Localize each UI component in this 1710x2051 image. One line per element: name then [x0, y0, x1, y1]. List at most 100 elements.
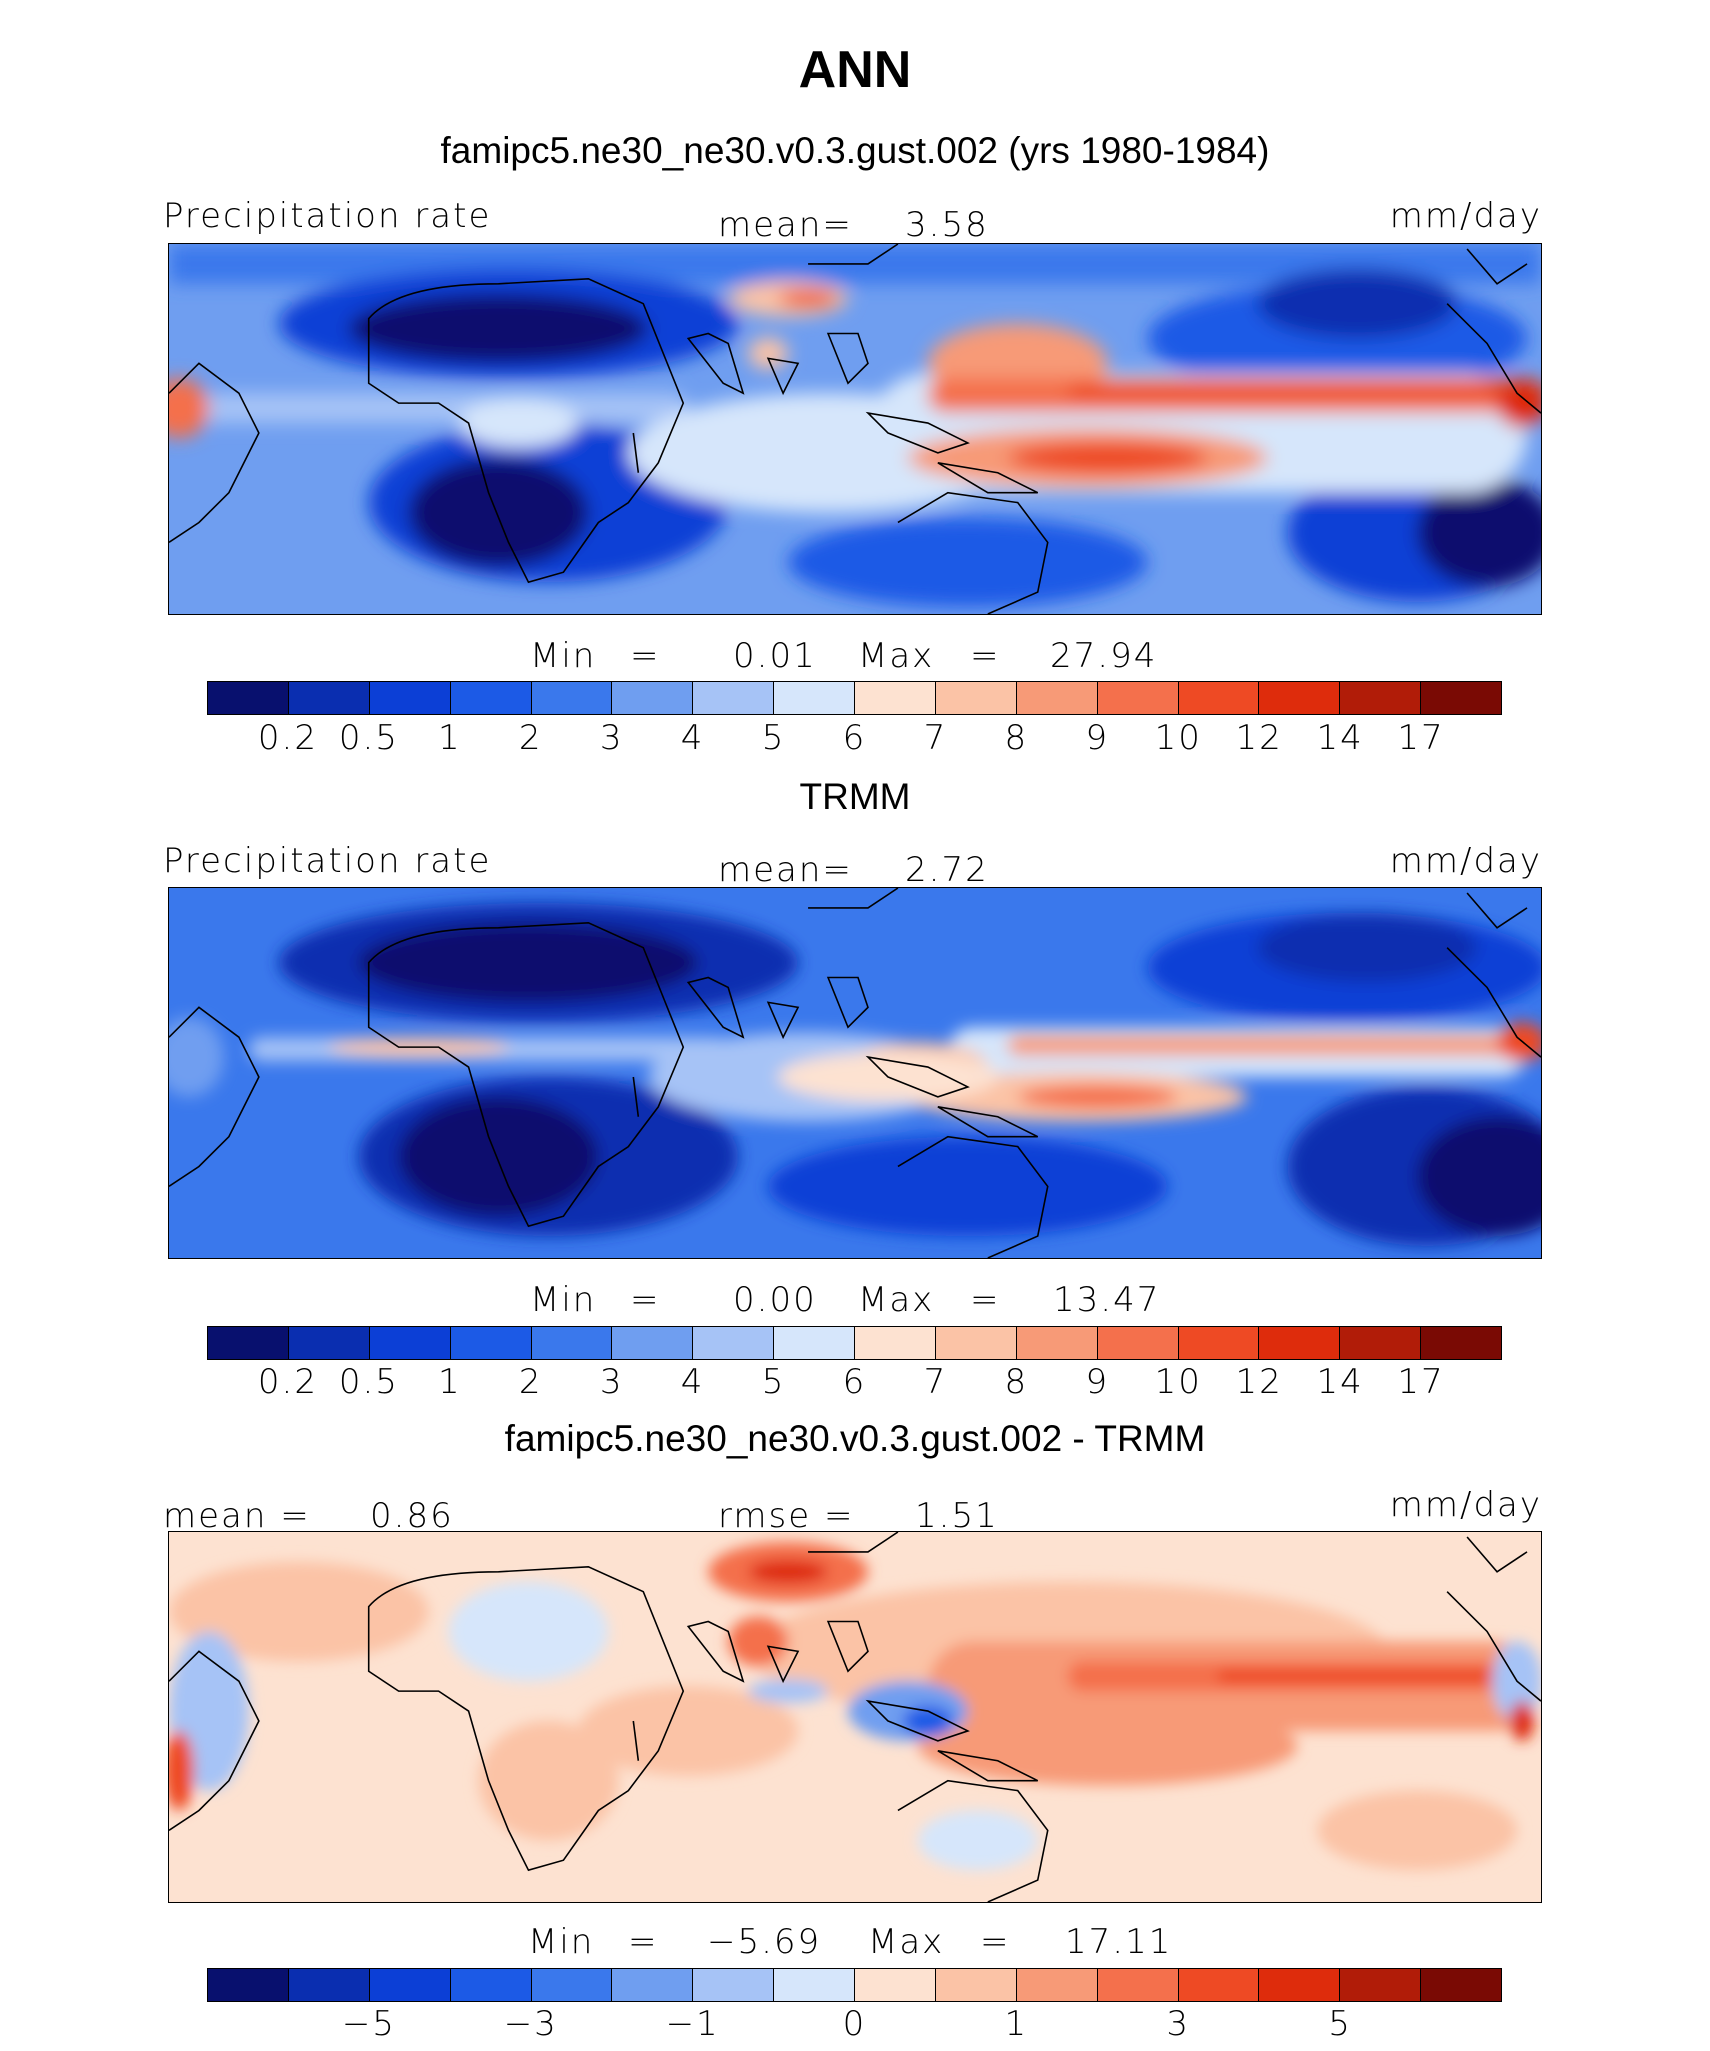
colorbar-tick-label: 1: [1004, 2004, 1029, 2044]
panel-obs-units: mm/day: [1389, 841, 1542, 881]
panel-model-max-value: 27.94: [1050, 636, 1158, 676]
panel-model-mean-value: 3.58: [905, 205, 989, 245]
colorbar-swatch: [935, 1969, 1017, 2001]
colorbar-swatch: [208, 1327, 289, 1359]
colorbar-swatch: [1259, 682, 1341, 714]
colorbar-swatch: [774, 1969, 855, 2001]
panel-model-map-svg: [169, 244, 1541, 614]
colorbar-tick-label: 12: [1235, 718, 1283, 758]
panel-model-min-value: 0.01: [733, 636, 817, 676]
colorbar-swatch: [612, 1969, 694, 2001]
panel-obs-title: TRMM: [799, 776, 911, 817]
colorbar-tick-label: 12: [1235, 1362, 1283, 1402]
panel-diff-max-label: Max: [868, 1922, 945, 1962]
colorbar-tick-label: 10: [1154, 1362, 1202, 1402]
colorbar-swatch: [693, 1969, 775, 2001]
panel-model-colorbar-ticks: 0.2 0.5 1 2 3 4 5 6 7 8 9 10 12 14 17: [207, 718, 1502, 762]
panel-model-max-eq: =: [970, 636, 1001, 676]
colorbar-tick-label: 1: [437, 1362, 462, 1402]
colorbar-swatch: [774, 1327, 855, 1359]
panel-obs-min-value: 0.00: [733, 1280, 817, 1320]
colorbar-tick-label: 0.2: [257, 718, 318, 758]
panel-model-min-label: Min: [530, 636, 597, 676]
colorbar-swatch: [531, 682, 613, 714]
colorbar-swatch: [1016, 1969, 1098, 2001]
colorbar-tick-label: −1: [665, 2004, 720, 2044]
panel-diff-map-svg: [169, 1532, 1541, 1902]
colorbar-swatch: [531, 1327, 613, 1359]
panel-model-units: mm/day: [1389, 196, 1542, 236]
colorbar-swatch: [855, 682, 936, 714]
panel-diff-mean-label: mean =: [163, 1496, 311, 1536]
colorbar-tick-label: 2: [518, 1362, 543, 1402]
colorbar-tick-label: 8: [1004, 1362, 1029, 1402]
panel-model-title: famipc5.ne30_ne30.v0.3.gust.002 (yrs 198…: [440, 130, 1270, 171]
colorbar-tick-label: 0.2: [257, 1362, 318, 1402]
colorbar-tick-label: 1: [437, 718, 462, 758]
colorbar-swatch: [855, 1969, 936, 2001]
colorbar-tick-label: 0.5: [338, 718, 399, 758]
colorbar-swatch: [1259, 1327, 1341, 1359]
colorbar-swatch: [612, 682, 694, 714]
panel-obs-min-eq: =: [630, 1280, 661, 1320]
colorbar-swatch: [450, 1969, 532, 2001]
colorbar-swatch: [1259, 1969, 1341, 2001]
colorbar-swatch: [1340, 682, 1422, 714]
panel-obs-max-label: Max: [858, 1280, 935, 1320]
colorbar-swatch: [1097, 1969, 1179, 2001]
colorbar-swatch: [450, 1327, 532, 1359]
colorbar-swatch: [450, 682, 532, 714]
colorbar-tick-label: 17: [1397, 1362, 1445, 1402]
colorbar-swatch: [531, 1969, 613, 2001]
panel-diff-colorbar: [207, 1968, 1502, 2002]
colorbar-swatch: [1097, 682, 1179, 714]
colorbar-tick-label: −5: [341, 2004, 396, 2044]
panel-obs-map-svg: [169, 888, 1541, 1258]
panel-diff-map: [168, 1531, 1542, 1903]
panel-diff-mean-value: 0.86: [370, 1496, 454, 1536]
panel-obs-map: [168, 887, 1542, 1259]
panel-diff-rmse-value: 1.51: [915, 1496, 999, 1536]
colorbar-swatch: [935, 682, 1017, 714]
colorbar-swatch: [208, 682, 289, 714]
colorbar-swatch: [1097, 1327, 1179, 1359]
colorbar-swatch: [288, 682, 370, 714]
panel-diff-min-label: Min: [528, 1922, 595, 1962]
colorbar-swatch: [935, 1327, 1017, 1359]
colorbar-tick-label: 14: [1316, 1362, 1364, 1402]
colorbar-swatch: [208, 1969, 289, 2001]
colorbar-tick-label: 5: [761, 718, 786, 758]
panel-model-min-eq: =: [630, 636, 661, 676]
colorbar-swatch: [369, 682, 451, 714]
colorbar-swatch: [288, 1327, 370, 1359]
colorbar-swatch: [369, 1327, 451, 1359]
colorbar-tick-label: 5: [1328, 2004, 1352, 2044]
panel-obs-variable-label: Precipitation rate: [163, 841, 492, 881]
colorbar-swatch: [1016, 682, 1098, 714]
panel-model-max-label: Max: [858, 636, 935, 676]
colorbar-swatch: [1421, 1969, 1501, 2001]
colorbar-tick-label: 6: [842, 1362, 867, 1402]
panel-diff-min-eq: =: [628, 1922, 659, 1962]
colorbar-tick-label: −3: [503, 2004, 558, 2044]
panel-obs-colorbar-ticks: 0.2 0.5 1 2 3 4 5 6 7 8 9 10 12 14 17: [207, 1362, 1502, 1406]
colorbar-tick-label: 9: [1085, 718, 1110, 758]
panel-obs-colorbar: [207, 1326, 1502, 1360]
colorbar-swatch: [1178, 1327, 1260, 1359]
panel-obs-max-eq: =: [970, 1280, 1001, 1320]
colorbar-tick-label: 9: [1085, 1362, 1110, 1402]
panel-diff-max-value: 17.11: [1065, 1922, 1173, 1962]
colorbar-swatch: [855, 1327, 936, 1359]
panel-diff-units: mm/day: [1389, 1485, 1542, 1525]
panel-model-variable-label: Precipitation rate: [163, 196, 492, 236]
colorbar-tick-label: 7: [923, 1362, 948, 1402]
panel-model-mean-label: mean=: [718, 205, 853, 245]
colorbar-tick-label: 7: [923, 718, 948, 758]
colorbar-swatch: [1178, 682, 1260, 714]
panel-diff-min-value: −5.69: [707, 1922, 822, 1962]
colorbar-swatch: [1340, 1969, 1422, 2001]
colorbar-tick-label: 8: [1004, 718, 1029, 758]
colorbar-tick-label: 3: [599, 718, 624, 758]
colorbar-tick-label: 17: [1397, 718, 1445, 758]
colorbar-tick-label: 14: [1316, 718, 1364, 758]
